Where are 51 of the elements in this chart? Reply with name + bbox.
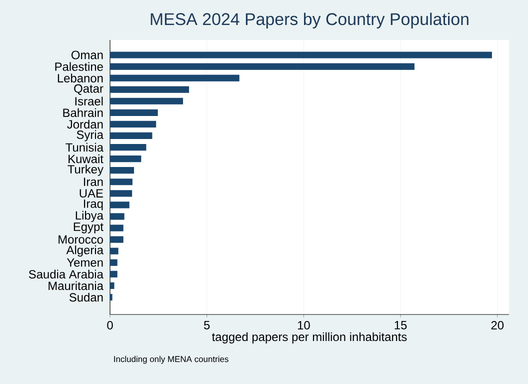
y-tick-label: Sudan — [69, 292, 103, 302]
bar — [110, 120, 156, 128]
bar — [110, 236, 124, 243]
y-tick-label: Qatar — [74, 84, 104, 95]
y-tick-label: Iran — [84, 178, 103, 186]
y-tick-label: Syria — [76, 130, 104, 142]
y-tick-label: Tunisia — [66, 142, 104, 152]
bar — [110, 224, 124, 232]
bar — [110, 213, 124, 220]
y-tick-label: Palestine — [55, 62, 103, 71]
bar — [110, 109, 158, 116]
bar — [110, 74, 240, 82]
x-tick-label: 10 — [298, 321, 310, 330]
y-tick-label: Kuwait — [68, 154, 104, 164]
y-tick-label: Turkey — [68, 164, 104, 176]
x-tick-label: 0 — [107, 321, 113, 330]
y-tick-label: Libya — [76, 210, 104, 222]
bar — [110, 98, 184, 104]
x-axis-title: tagged papers per million inhabitants — [212, 332, 407, 344]
x-tick-label: 20 — [491, 321, 504, 330]
y-tick-label: Algeria — [66, 246, 104, 257]
y-tick-label: Saudia Arabia — [28, 270, 104, 279]
y-tick-label: Bahrain — [63, 108, 103, 118]
chart-title: MESA 2024 Papers by Country Population — [150, 12, 468, 29]
bar — [110, 282, 114, 289]
x-tick-label: 15 — [394, 321, 407, 330]
y-tick-label: Jordan — [67, 120, 103, 129]
bar — [110, 248, 118, 254]
text: Including only MENA countries — [114, 356, 228, 364]
x-tick-label: 5 — [204, 321, 210, 330]
bar — [110, 178, 132, 186]
y-tick-label: Lebanon — [58, 74, 103, 82]
y-tick-label: Iraq — [84, 200, 103, 210]
bar — [110, 144, 146, 151]
y-tick-label: Mauritania — [48, 281, 104, 290]
y-tick-label: Egypt — [74, 222, 104, 234]
y-tick-label: Israel — [75, 96, 103, 106]
bar — [110, 259, 118, 266]
y-tick-label: Oman — [71, 50, 103, 60]
bar — [110, 167, 134, 174]
bar — [110, 190, 132, 197]
bar — [110, 132, 152, 140]
bar — [110, 63, 414, 70]
bar — [110, 270, 118, 278]
y-tick-label: Yemen — [66, 258, 103, 267]
bar — [110, 52, 492, 58]
bar — [110, 202, 130, 208]
y-tick-label: UAE — [80, 189, 103, 198]
bar — [110, 155, 142, 162]
y-tick-label: Morocco — [58, 235, 103, 244]
bar — [110, 86, 190, 93]
